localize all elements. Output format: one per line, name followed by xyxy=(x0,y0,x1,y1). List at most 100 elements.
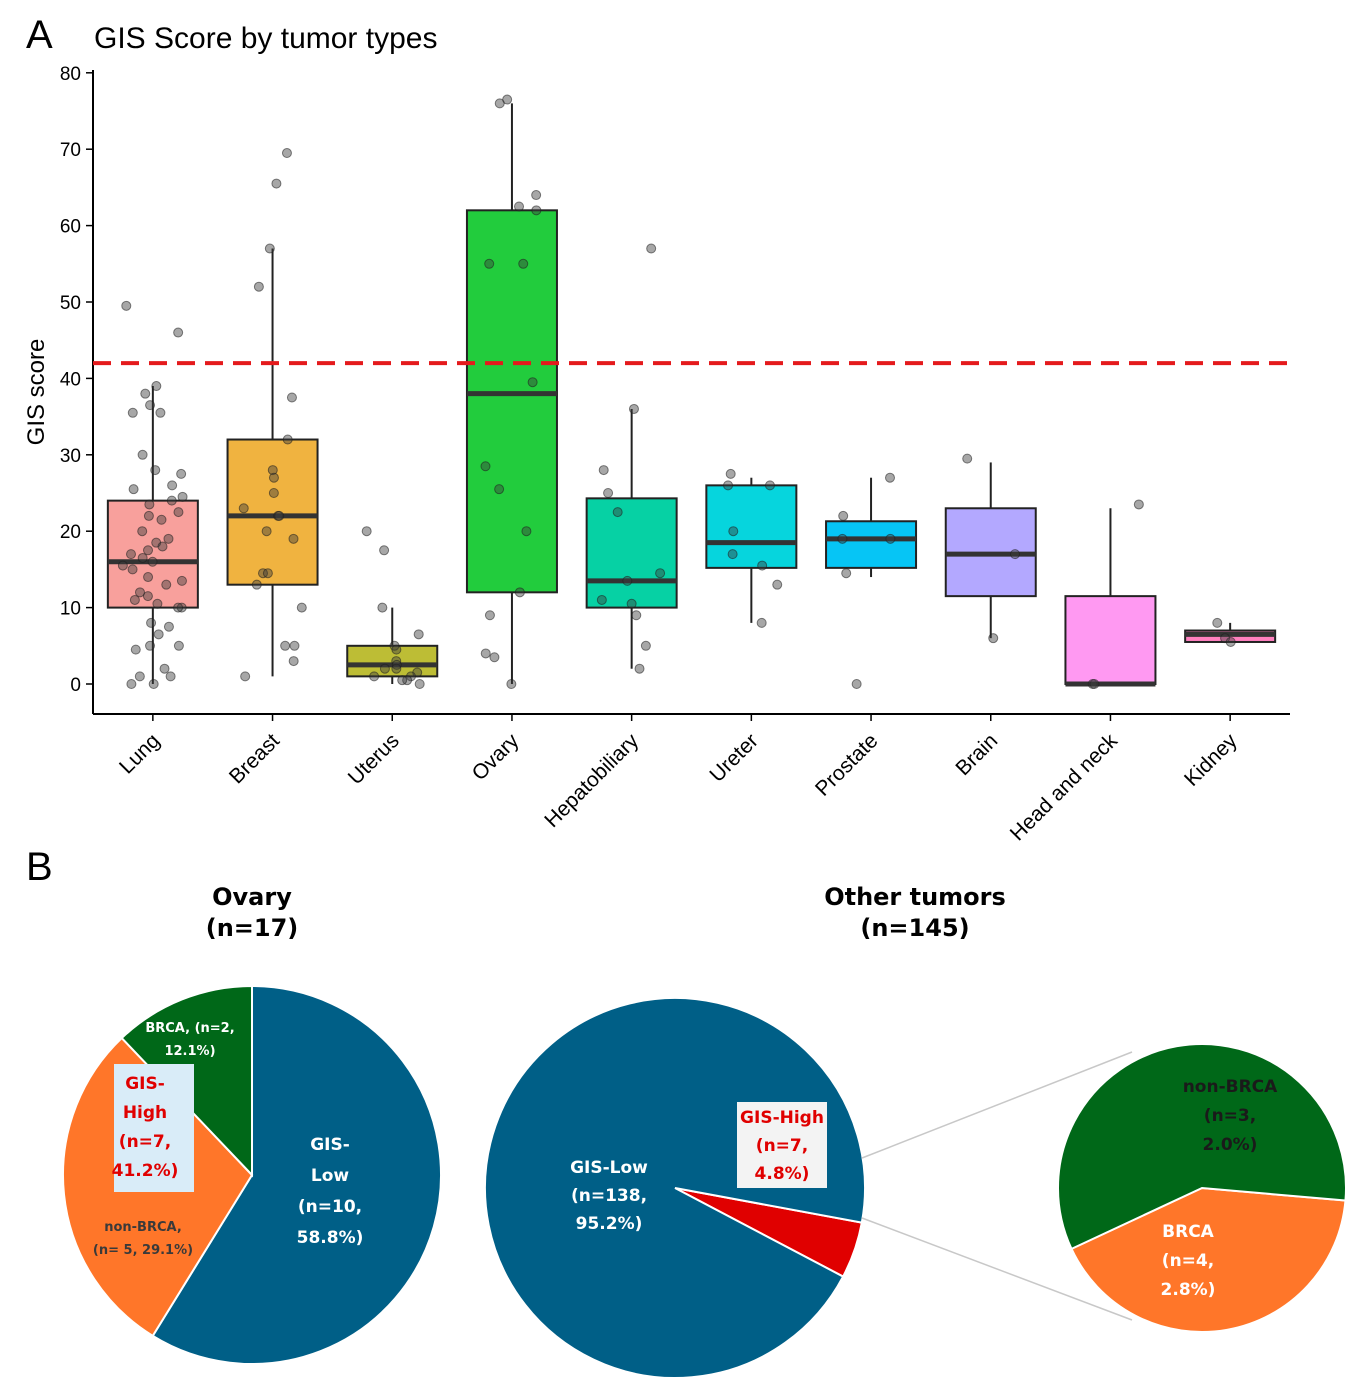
box-breast xyxy=(226,438,319,586)
data-point xyxy=(128,484,139,495)
y-tick-label: 40 xyxy=(60,369,81,390)
other-high-label: GIS-High (n=7, 4.8%) xyxy=(740,1108,824,1184)
data-point xyxy=(130,644,141,655)
data-point xyxy=(764,480,775,491)
y-tick-label: 60 xyxy=(60,217,81,238)
ovary-high-label: GIS-High (n=7, 41.2%) xyxy=(112,1074,179,1181)
other-pie-subtitle: (n=145) xyxy=(860,914,969,942)
data-point xyxy=(161,579,172,590)
data-point xyxy=(634,663,645,674)
x-tick-label: Uterus xyxy=(344,729,404,789)
data-point xyxy=(772,579,783,590)
data-point xyxy=(484,610,495,621)
box-lung xyxy=(106,499,199,609)
data-point xyxy=(262,568,273,579)
data-point xyxy=(157,541,168,552)
data-point xyxy=(137,449,148,460)
data-point xyxy=(1212,617,1223,628)
data-point xyxy=(841,568,852,579)
data-point xyxy=(1089,679,1100,689)
box-prostate xyxy=(825,520,918,569)
data-point xyxy=(152,598,163,609)
breakdown-brca-label: BRCA (n=4, 2.8%) xyxy=(1161,1222,1216,1300)
other-slice-gis-low xyxy=(484,996,866,1379)
data-point xyxy=(1225,636,1236,647)
data-point xyxy=(274,510,285,521)
data-point xyxy=(150,465,161,476)
data-point xyxy=(631,610,642,621)
data-point xyxy=(156,514,167,525)
data-point xyxy=(144,499,155,510)
breakdown-slice-brca xyxy=(1057,1043,1347,1251)
data-point xyxy=(514,587,525,598)
data-point xyxy=(397,675,408,686)
data-point xyxy=(1010,549,1021,560)
data-point xyxy=(598,465,609,476)
data-point xyxy=(271,178,282,189)
data-point xyxy=(166,495,177,506)
data-point xyxy=(155,407,166,418)
y-tick-label: 20 xyxy=(60,522,81,543)
data-point xyxy=(640,640,651,651)
box-ureter xyxy=(705,484,798,569)
data-point xyxy=(480,461,491,472)
data-point xyxy=(264,243,275,254)
data-point xyxy=(268,472,279,483)
data-point xyxy=(628,403,639,414)
breakdown-slice-non-brca xyxy=(1070,1186,1347,1333)
ovary-brca-label: BRCA, (n=2, 12.1%) xyxy=(145,1021,234,1059)
data-point xyxy=(885,533,896,544)
data-point xyxy=(137,526,148,537)
data-point xyxy=(288,656,299,667)
data-point xyxy=(288,533,299,544)
data-point xyxy=(414,679,425,689)
data-point xyxy=(756,617,767,628)
panel-a-letter: A xyxy=(26,13,53,57)
data-point xyxy=(261,526,272,537)
y-tick-label: 70 xyxy=(60,140,81,161)
x-tick-label: Breast xyxy=(225,729,284,788)
data-point xyxy=(173,327,184,338)
data-point xyxy=(286,392,297,403)
data-point xyxy=(126,679,137,689)
data-point xyxy=(413,629,424,640)
y-tick-label: 50 xyxy=(60,293,81,314)
data-point xyxy=(361,526,372,537)
data-point xyxy=(167,480,178,491)
panel-b-letter: B xyxy=(26,845,53,889)
data-point xyxy=(1133,499,1144,510)
y-axis-title: GIS score xyxy=(23,339,50,446)
x-tick-label: Kidney xyxy=(1180,729,1242,791)
data-point xyxy=(405,671,416,682)
x-tick-label: Lung xyxy=(115,729,164,778)
data-point xyxy=(296,602,307,613)
data-point xyxy=(521,526,532,537)
box-hepatobiliary xyxy=(585,497,678,609)
data-point xyxy=(379,663,390,674)
y-tick-label: 10 xyxy=(60,599,81,620)
data-point xyxy=(837,533,848,544)
data-point xyxy=(143,572,154,583)
data-point xyxy=(838,510,849,521)
data-point xyxy=(757,560,768,571)
other-pie-title: Other tumors xyxy=(824,883,1006,911)
data-point xyxy=(173,507,184,518)
data-point xyxy=(391,663,402,674)
data-point xyxy=(391,659,402,670)
y-tick-label: 80 xyxy=(60,64,81,85)
x-tick-label: Prostate xyxy=(811,729,883,801)
data-point xyxy=(494,98,505,109)
y-tick-label: 0 xyxy=(70,675,81,696)
data-point xyxy=(121,300,132,311)
data-point xyxy=(173,640,184,651)
pie-charts: GIS-Low (n=10, 58.8%) BRCA, (n=2, 12.1%) non-… xyxy=(62,984,1347,1379)
data-point xyxy=(723,480,734,491)
ovary-nonbrca-label: non-BRCA, (n= 5, 29.1%) xyxy=(93,1220,193,1258)
data-point xyxy=(240,671,251,682)
data-point xyxy=(251,579,262,590)
data-point xyxy=(622,575,633,586)
x-tick-label: Brain xyxy=(951,729,1002,780)
data-point xyxy=(176,575,187,586)
data-point xyxy=(281,148,292,159)
data-point xyxy=(148,679,159,689)
